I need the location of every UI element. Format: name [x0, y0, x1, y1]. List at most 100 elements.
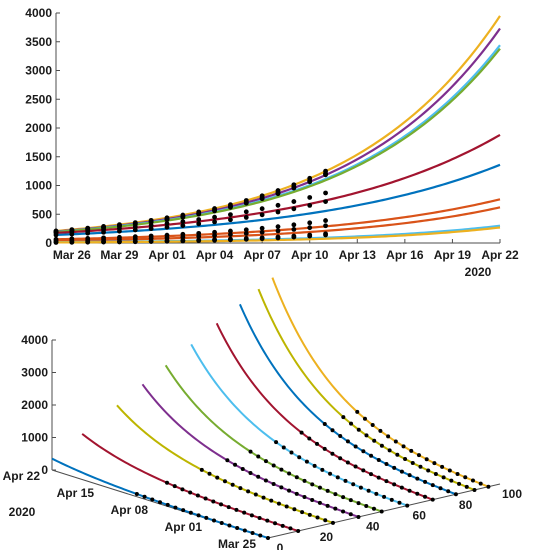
- 3d-data-point: [361, 449, 366, 454]
- index-tick-label: 80: [459, 498, 473, 512]
- data-point: [259, 229, 265, 235]
- 3d-data-point: [317, 500, 322, 505]
- 3d-data-point: [325, 503, 330, 508]
- 3d-data-point: [392, 465, 397, 470]
- 3d-data-point: [180, 487, 185, 492]
- 3d-data-point: [256, 474, 261, 479]
- 3d-data-point: [366, 488, 371, 493]
- 3d-data-point: [463, 475, 468, 480]
- data-point: [275, 209, 281, 215]
- 3d-data-point: [142, 494, 147, 499]
- x-tick-label: Apr 16: [386, 248, 424, 262]
- y-tick-label: 3500: [25, 35, 52, 49]
- 3d-data-point: [302, 494, 307, 499]
- data-point: [243, 231, 249, 236]
- 3d-data-point: [356, 501, 361, 506]
- data-point: [307, 220, 313, 226]
- 3d-data-point: [384, 479, 389, 484]
- 3d-data-point: [289, 450, 294, 455]
- 3d-data-point: [393, 439, 398, 444]
- z-tick-label: 3000: [21, 366, 48, 380]
- 3d-data-point: [433, 471, 438, 476]
- 3d-data-point: [172, 484, 177, 489]
- data-point: [212, 219, 217, 225]
- x-tick-label: Mar 26: [53, 248, 91, 262]
- 3d-fit-line-5: [164, 364, 383, 513]
- data-point: [196, 238, 202, 244]
- 3d-data-point: [338, 434, 343, 439]
- data-point: [307, 233, 313, 239]
- 3d-data-point: [345, 439, 350, 444]
- 3d-data-point: [317, 485, 322, 490]
- 3d-data-point: [401, 444, 406, 449]
- 3d-data-point: [341, 509, 346, 514]
- index-tick-label: 40: [366, 519, 380, 533]
- 3d-data-point: [234, 507, 239, 512]
- 3d-data-point: [384, 462, 389, 467]
- z-tick-label: 1000: [21, 431, 48, 445]
- data-point: [228, 232, 233, 237]
- 3d-data-point: [150, 497, 155, 502]
- 3d-data-point: [353, 444, 358, 449]
- 3d-data-point: [407, 488, 412, 493]
- 3d-data-point: [430, 497, 435, 502]
- data-point: [243, 236, 249, 242]
- 3d-data-point: [423, 479, 428, 484]
- 3d-data-point: [345, 460, 350, 465]
- 3d-data-point: [271, 463, 276, 468]
- data-point: [164, 217, 170, 223]
- 3d-data-point: [215, 475, 220, 480]
- 3d-data-point: [242, 510, 247, 515]
- 3d-data-point: [348, 498, 353, 503]
- 3d-data-point: [292, 507, 297, 512]
- 3d-data-point: [333, 492, 338, 497]
- data-point: [307, 203, 313, 208]
- 3d-data-point: [196, 513, 201, 518]
- data-point: [291, 226, 297, 232]
- data-point: [85, 230, 91, 236]
- date-axis-ticks: Mar 25 Apr 01 Apr 08 Apr 15 Apr 22: [3, 469, 257, 550]
- x-axis-ticks: Mar 26 Mar 29 Apr 01 Apr 04 Apr 07 Apr 10 Apr …: [53, 239, 519, 262]
- 3d-data-point: [248, 449, 253, 454]
- data-point: [180, 214, 186, 220]
- data-point: [228, 228, 233, 234]
- 3d-data-point: [441, 475, 446, 480]
- 3d-data-point: [457, 481, 462, 486]
- data-point: [196, 217, 202, 222]
- data-point: [228, 217, 233, 223]
- 3d-data-point: [453, 492, 458, 497]
- data-point: [307, 195, 313, 200]
- fit-line-8: [55, 206, 501, 242]
- data-point: [212, 237, 217, 243]
- 3d-data-point: [204, 515, 209, 520]
- 3d-data-point: [358, 485, 363, 490]
- data-point: [196, 221, 202, 227]
- z-tick-label: 0: [41, 463, 48, 477]
- 3d-data-point: [288, 526, 293, 531]
- x-tick-label: Apr 10: [291, 248, 329, 262]
- index-tick-label: 60: [413, 509, 427, 523]
- data-point: [53, 240, 59, 245]
- 3d-data-point: [296, 528, 301, 533]
- 3d-data-point: [253, 492, 258, 497]
- 3d-data-point: [263, 459, 268, 464]
- 3d-data-point: [333, 506, 338, 511]
- 3d-data-point: [432, 461, 437, 466]
- 3d-data-point: [362, 416, 367, 421]
- 3d-data-point: [392, 482, 397, 487]
- 3d-data-point: [280, 523, 285, 528]
- data-point: [259, 212, 265, 218]
- y-tick-label: 3000: [25, 64, 52, 78]
- 3d-data-point: [369, 472, 374, 477]
- data-point: [228, 204, 233, 210]
- 3d-data-point: [274, 440, 279, 445]
- y-tick-label: 4000: [25, 6, 52, 20]
- 3d-data-point: [249, 513, 254, 518]
- 3d-data-point: [395, 452, 400, 457]
- 3d-data-point: [409, 448, 414, 453]
- index-tick-label: 0: [277, 541, 284, 550]
- 3d-data-point: [165, 502, 170, 507]
- 3d-data-point: [250, 531, 255, 536]
- 3d-data-point: [415, 476, 420, 481]
